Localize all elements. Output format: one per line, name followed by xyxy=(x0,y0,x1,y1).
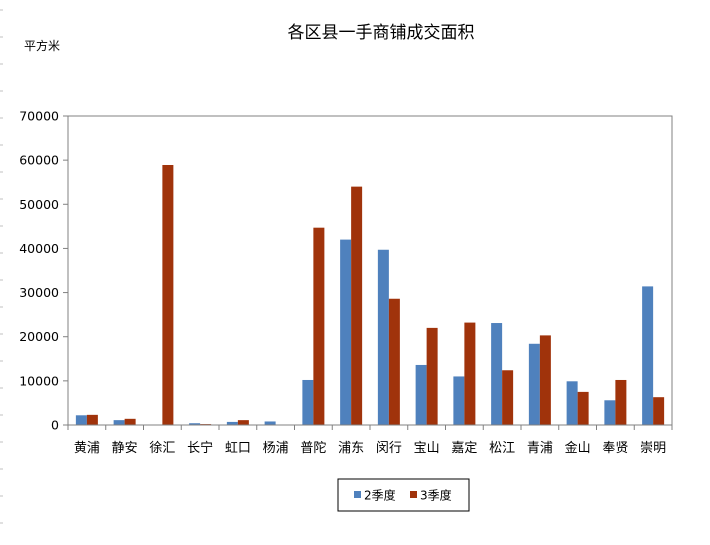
y-axis: 0 10000 20000 30000 40000 50000 60000 70000 xyxy=(19,109,68,433)
chart-title: 各区县一手商铺成交面积 xyxy=(288,23,475,43)
bar-q2-11 xyxy=(491,323,503,425)
bar-q2-5 xyxy=(264,421,276,425)
x-tick-label: 松江 xyxy=(489,441,515,456)
legend-label-1: 2季度 xyxy=(364,488,396,503)
bar-q2-6 xyxy=(302,379,314,425)
x-tick-label: 闵行 xyxy=(376,441,402,456)
bar-q3-1 xyxy=(124,418,136,425)
x-tick-label: 崇明 xyxy=(640,441,666,456)
bar-q2-10 xyxy=(453,376,465,425)
bar-q3-4 xyxy=(237,420,249,425)
bar-q3-12 xyxy=(539,335,551,425)
bar-q2-7 xyxy=(340,239,352,425)
bar-q3-11 xyxy=(502,370,514,425)
bar-q3-8 xyxy=(388,298,400,425)
y-tick-label: 20000 xyxy=(19,329,59,344)
bar-q3-13 xyxy=(577,391,589,425)
bar-q2-14 xyxy=(604,400,616,425)
x-tick-label: 嘉定 xyxy=(451,441,477,456)
bar-q2-8 xyxy=(377,249,389,425)
x-tick-label: 青浦 xyxy=(527,441,553,456)
bar-q2-0 xyxy=(75,415,87,425)
legend: 2季度 3季度 xyxy=(337,478,470,512)
bar-q2-13 xyxy=(566,381,578,425)
bar-q3-10 xyxy=(464,322,476,425)
y-tick-label: 40000 xyxy=(19,241,59,256)
bar-q2-3 xyxy=(189,423,201,425)
plot-area-frame xyxy=(67,115,673,426)
y-tick-label: 30000 xyxy=(19,285,59,300)
x-tick-label: 黄浦 xyxy=(74,441,100,456)
y-axis-unit-label: 平方米 xyxy=(24,38,60,53)
bar-q2-15 xyxy=(642,286,654,425)
bar-q2-4 xyxy=(226,421,238,425)
y-tick-label: 10000 xyxy=(19,373,59,388)
bar-q3-9 xyxy=(426,327,438,425)
x-tick-label: 奉贤 xyxy=(602,441,628,456)
x-tick-label: 普陀 xyxy=(300,440,326,456)
x-axis: 黄浦 静安 徐汇 长宁 虹口 杨浦 普陀 浦东 闵行 宝山 嘉定 松江 青浦 金山 奉贤 崇明 xyxy=(67,424,673,456)
legend-swatch-2 xyxy=(410,491,417,498)
bar-q2-1 xyxy=(113,420,125,425)
y-tick-label: 70000 xyxy=(19,109,59,124)
bar-q2-9 xyxy=(415,364,427,425)
y-tick-label: 50000 xyxy=(19,197,59,212)
y-tick-label: 60000 xyxy=(19,153,59,168)
legend-label-2: 3季度 xyxy=(420,488,452,503)
x-tick-label: 杨浦 xyxy=(263,441,289,456)
x-tick-label: 虹口 xyxy=(225,441,251,456)
bar-q2-12 xyxy=(528,343,540,425)
legend-swatch-1 xyxy=(354,491,361,498)
bar-q3-6 xyxy=(313,227,325,425)
x-tick-label: 金山 xyxy=(565,440,591,456)
bar-q3-2 xyxy=(162,164,174,425)
bar-q3-15 xyxy=(653,397,665,425)
bar-q3-7 xyxy=(351,186,363,425)
bar-q3-0 xyxy=(86,414,98,425)
bar-q3-14 xyxy=(615,379,627,425)
bars-group xyxy=(75,164,665,425)
y-tick-label: 0 xyxy=(51,418,59,433)
x-tick-label: 静安 xyxy=(112,441,138,456)
x-tick-label: 徐汇 xyxy=(149,441,175,456)
left-edge-marks xyxy=(0,9,3,524)
x-tick-label: 宝山 xyxy=(414,441,440,456)
x-tick-label: 浦东 xyxy=(338,441,364,456)
x-tick-label: 长宁 xyxy=(187,440,213,456)
